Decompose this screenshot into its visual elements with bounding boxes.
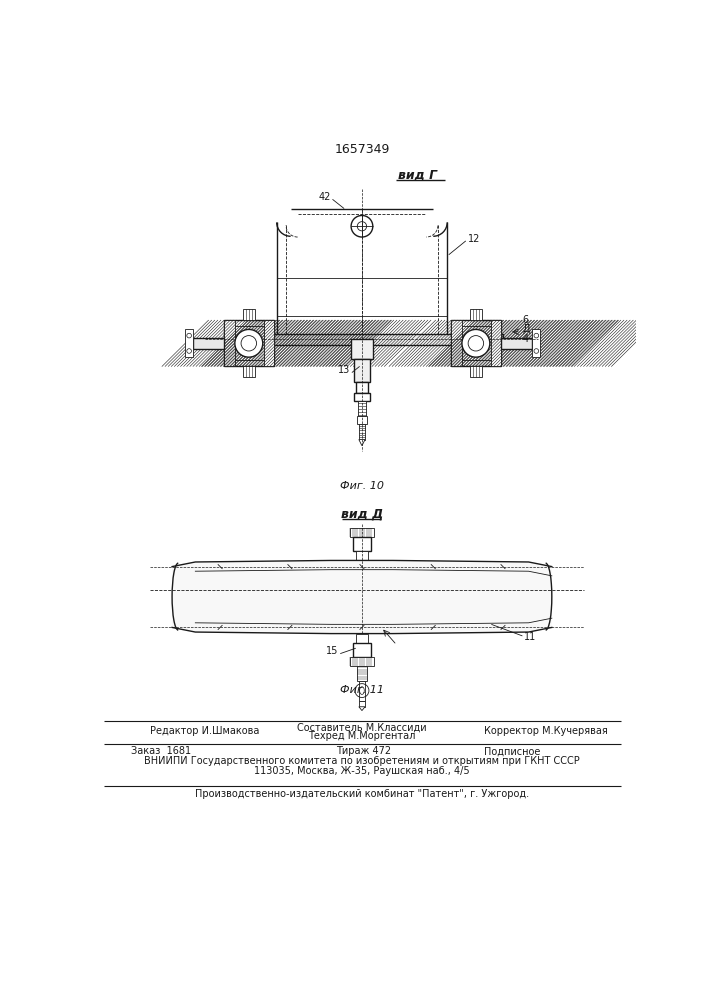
Text: Д: Д bbox=[522, 324, 530, 334]
Circle shape bbox=[462, 329, 490, 357]
Text: Составитель М.Классиди: Составитель М.Классиди bbox=[297, 723, 427, 733]
Bar bbox=[359, 424, 365, 440]
Bar bbox=[224, 320, 274, 366]
Bar bbox=[353, 643, 371, 657]
Bar bbox=[451, 320, 462, 366]
Bar bbox=[491, 320, 501, 366]
Text: Фиг. 11: Фиг. 11 bbox=[340, 685, 384, 695]
Bar bbox=[354, 359, 370, 382]
Bar bbox=[356, 382, 368, 393]
Bar bbox=[224, 334, 503, 345]
Bar bbox=[351, 339, 373, 359]
Bar bbox=[243, 309, 255, 320]
Bar bbox=[349, 528, 374, 537]
Bar bbox=[359, 681, 365, 701]
Bar bbox=[356, 551, 368, 560]
Text: 6: 6 bbox=[522, 315, 529, 325]
Text: Подписное: Подписное bbox=[484, 746, 540, 756]
Bar bbox=[224, 320, 235, 366]
Text: 42: 42 bbox=[319, 192, 331, 202]
Bar bbox=[264, 320, 274, 366]
Bar bbox=[193, 338, 224, 349]
Bar bbox=[451, 320, 462, 366]
Circle shape bbox=[235, 329, 263, 357]
Bar bbox=[185, 329, 193, 357]
Text: 4: 4 bbox=[522, 334, 529, 344]
Bar bbox=[243, 366, 255, 377]
Bar bbox=[358, 401, 366, 416]
Text: ВНИИПИ Государственного комитета по изобретениям и открытиям при ГКНТ СССР: ВНИИПИ Государственного комитета по изоб… bbox=[144, 756, 580, 766]
Polygon shape bbox=[359, 707, 365, 711]
Bar bbox=[264, 320, 274, 366]
Text: 15: 15 bbox=[327, 646, 339, 656]
Bar bbox=[501, 338, 532, 349]
Text: 11: 11 bbox=[524, 632, 536, 642]
Bar bbox=[356, 416, 368, 424]
Text: Производственно-издательский комбинат "Патент", г. Ужгород.: Производственно-издательский комбинат "П… bbox=[195, 789, 529, 799]
Text: 13: 13 bbox=[338, 365, 350, 375]
Text: Тираж 472: Тираж 472 bbox=[337, 746, 392, 756]
Text: 12: 12 bbox=[468, 234, 481, 244]
Bar bbox=[357, 666, 367, 681]
Text: Редактор И.Шмакова: Редактор И.Шмакова bbox=[151, 726, 259, 736]
Text: Корректор М.Кучерявая: Корректор М.Кучерявая bbox=[484, 726, 607, 736]
Text: Фиг. 10: Фиг. 10 bbox=[340, 481, 384, 491]
Text: 113035, Москва, Ж-35, Раушская наб., 4/5: 113035, Москва, Ж-35, Раушская наб., 4/5 bbox=[254, 766, 469, 776]
Bar bbox=[353, 537, 371, 551]
Bar bbox=[532, 329, 540, 357]
Bar bbox=[356, 634, 368, 643]
Polygon shape bbox=[172, 560, 552, 634]
Text: Заказ  1681: Заказ 1681 bbox=[131, 746, 191, 756]
Text: вид Г: вид Г bbox=[398, 169, 438, 182]
Bar bbox=[354, 393, 370, 401]
Text: вид Д: вид Д bbox=[341, 508, 383, 521]
Bar bbox=[469, 366, 482, 377]
Text: Техред М.Моргентал: Техред М.Моргентал bbox=[308, 731, 416, 741]
Bar bbox=[359, 701, 365, 707]
Text: 1657349: 1657349 bbox=[334, 143, 390, 156]
Bar bbox=[451, 320, 501, 366]
Polygon shape bbox=[359, 440, 365, 446]
Bar bbox=[469, 309, 482, 320]
Bar bbox=[491, 320, 501, 366]
Bar bbox=[349, 657, 374, 666]
Bar bbox=[224, 320, 235, 366]
